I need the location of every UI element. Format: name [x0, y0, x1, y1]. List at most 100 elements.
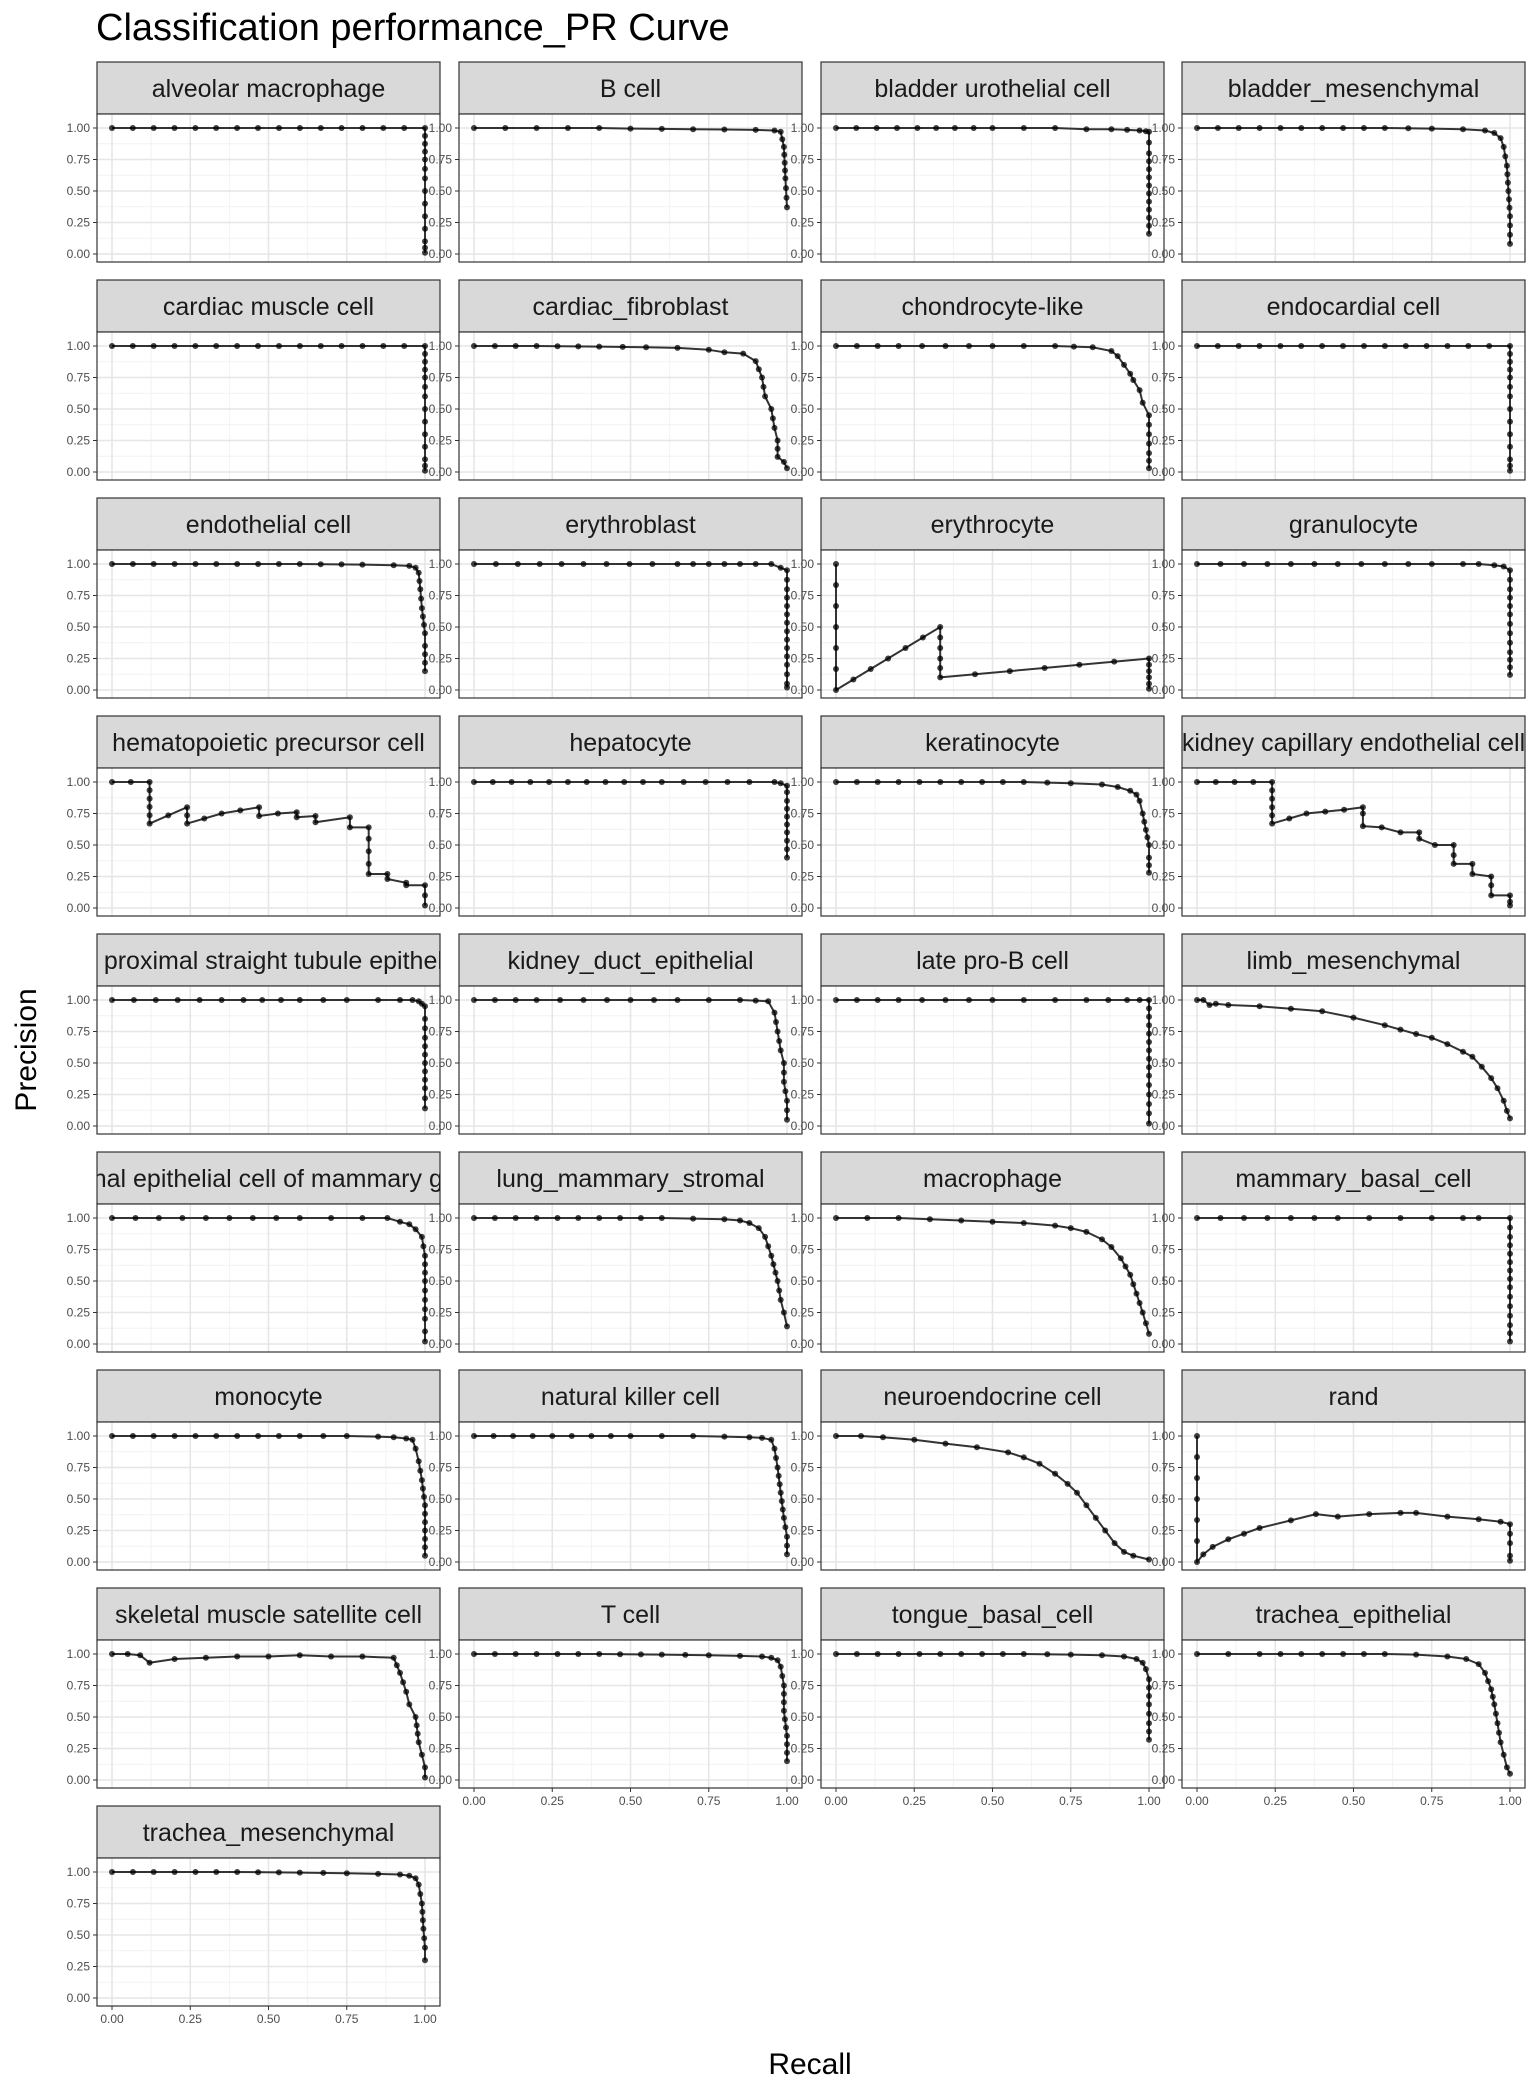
data-point [1146, 457, 1152, 464]
facet-panel: trachea_epithelial 0.00 0.25 0.50 0.75 1.00 0.… [1152, 1587, 1526, 1808]
data-point [784, 671, 790, 678]
data-point [1146, 869, 1152, 876]
data-point [643, 344, 650, 351]
data-point [1130, 1281, 1137, 1288]
data-point [146, 787, 153, 794]
data-point [1146, 139, 1152, 146]
data-point [1444, 1041, 1451, 1048]
data-point [192, 343, 199, 349]
data-point [1319, 1651, 1326, 1657]
y-tick-label: 0.50 [429, 838, 453, 852]
data-point [554, 343, 561, 350]
data-point [902, 645, 909, 651]
plot-border [820, 1421, 1165, 1571]
facet-strip-label: kidney_duct_epithelial [507, 947, 753, 975]
data-point [1475, 1516, 1482, 1523]
data-point [690, 1433, 697, 1439]
data-point [192, 1869, 199, 1875]
data-point [1146, 1082, 1152, 1088]
data-point [737, 1217, 743, 1224]
pr-curve-line [112, 1871, 426, 1961]
data-point [853, 1651, 860, 1657]
facet-strip [458, 497, 803, 551]
data-point [746, 1220, 753, 1226]
facet-panel: hematopoietic precursor cell 0.00 0.25 0.50… [67, 715, 441, 917]
data-point [390, 1434, 397, 1441]
data-point [637, 1651, 644, 1658]
y-tick-label: 1.00 [791, 993, 815, 1007]
facet-panel: skeletal muscle satellite cell 0.00 0.25 0.… [67, 1587, 441, 1789]
data-point [422, 1944, 428, 1951]
data-point [403, 882, 410, 889]
data-point [418, 605, 425, 612]
data-point [533, 997, 540, 1003]
data-point [422, 642, 428, 649]
data-point [752, 997, 759, 1004]
data-point [937, 634, 944, 641]
facet-strip-label: endothelial cell [186, 511, 351, 539]
data-point [343, 1433, 350, 1439]
y-tick-label: 0.75 [791, 1679, 815, 1693]
data-point [1076, 661, 1083, 668]
data-point [1405, 125, 1412, 132]
data-point [1319, 125, 1326, 131]
data-point [784, 1741, 790, 1748]
data-point [359, 343, 366, 349]
plot-border [96, 331, 441, 481]
data-point [740, 350, 747, 357]
y-tick-label: 0.00 [1152, 247, 1176, 261]
data-point [737, 1652, 743, 1659]
data-point [784, 797, 790, 804]
data-point [596, 1215, 603, 1221]
data-point [471, 779, 477, 785]
data-point [1074, 1489, 1080, 1496]
y-tick-label: 0.00 [429, 683, 453, 697]
data-point [1235, 343, 1242, 349]
y-tick-label: 0.75 [1152, 371, 1176, 385]
y-tick-label: 1.00 [67, 1429, 91, 1443]
data-point [1256, 125, 1263, 131]
data-point [1507, 1303, 1513, 1310]
data-point [1381, 1022, 1388, 1029]
data-point [1146, 1676, 1152, 1683]
data-point [422, 200, 428, 207]
data-point [784, 1533, 790, 1540]
facet-panel: T cell 0.00 0.25 0.50 0.75 1.00 0.00 0.25 0.50 0.… [429, 1587, 803, 1808]
data-point [858, 1433, 864, 1439]
data-point [1269, 795, 1276, 802]
data-point [777, 1489, 784, 1496]
y-tick-label: 0.75 [67, 1243, 91, 1257]
data-point [422, 1252, 428, 1259]
data-point [471, 343, 477, 349]
data-point [274, 810, 281, 817]
y-tick-label: 0.00 [1152, 465, 1176, 479]
data-point [422, 1068, 428, 1075]
data-point [1146, 655, 1152, 662]
data-point [422, 156, 428, 163]
data-point [1108, 1244, 1115, 1250]
data-point [422, 225, 428, 232]
y-tick-label: 0.25 [67, 652, 91, 666]
x-tick-label: 0.00 [462, 1794, 486, 1808]
data-point [1489, 1693, 1496, 1700]
data-point [320, 997, 327, 1003]
data-point [1491, 1701, 1498, 1708]
data-point [150, 125, 157, 131]
data-point [680, 779, 687, 785]
data-point [604, 997, 610, 1003]
data-point [375, 1870, 382, 1877]
data-point [1366, 1215, 1373, 1221]
data-point [422, 350, 428, 357]
data-point [409, 997, 416, 1003]
y-tick-label: 0.25 [67, 1088, 91, 1102]
facet-strip [1181, 715, 1526, 769]
facet-strip [458, 279, 803, 333]
plot-border [458, 767, 803, 917]
data-point [1256, 1525, 1263, 1531]
facet-strip-label: bladder urothelial cell [874, 75, 1110, 103]
data-point [1020, 997, 1027, 1003]
data-point [784, 1323, 790, 1330]
data-point [1507, 350, 1513, 357]
data-point [384, 1215, 391, 1221]
data-point [557, 997, 564, 1003]
